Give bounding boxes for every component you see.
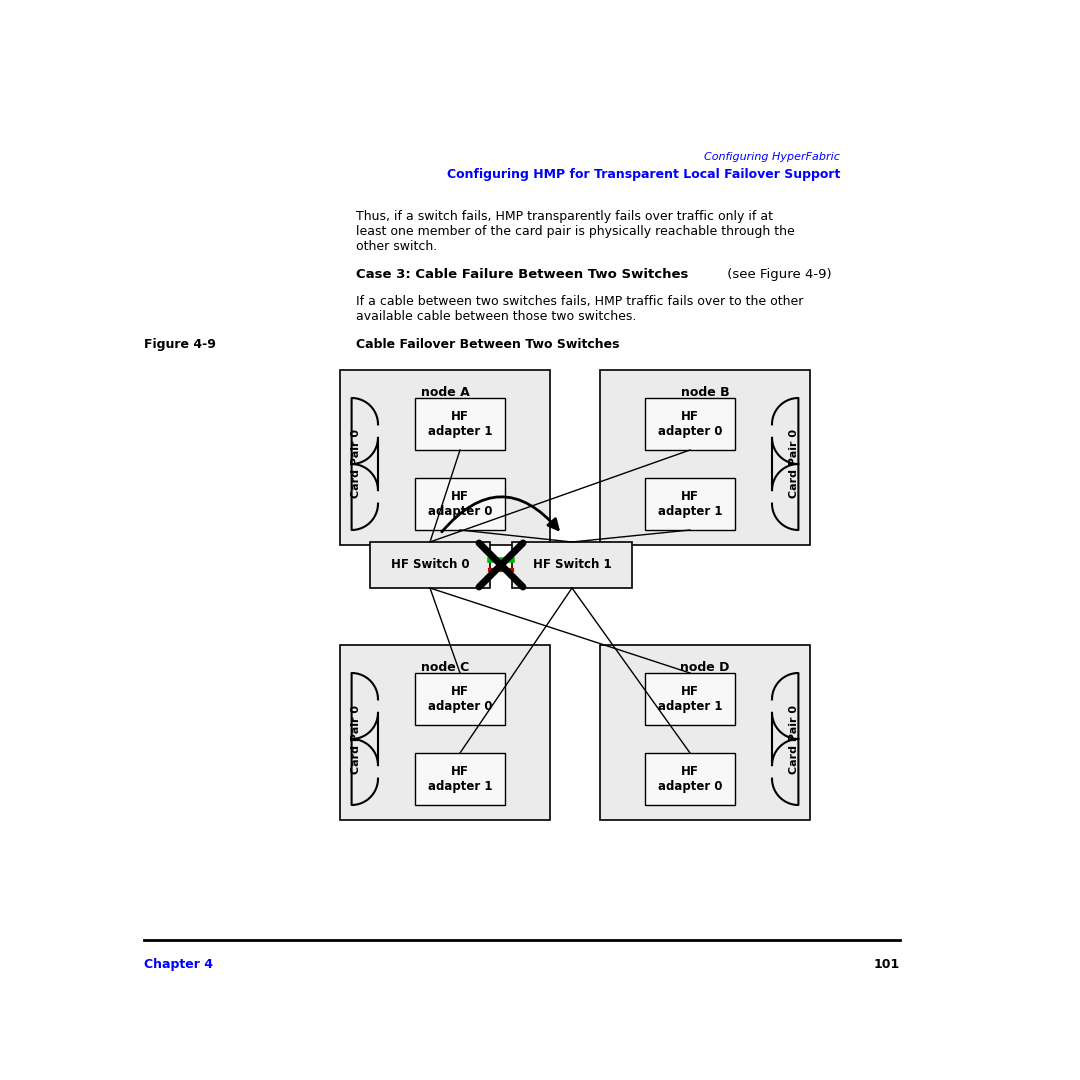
FancyBboxPatch shape: [415, 478, 505, 530]
FancyArrowPatch shape: [442, 497, 558, 531]
Text: Figure 4-9: Figure 4-9: [144, 338, 216, 351]
FancyBboxPatch shape: [415, 399, 505, 450]
Text: HF
adapter 0: HF adapter 0: [428, 685, 492, 713]
FancyBboxPatch shape: [600, 645, 810, 820]
Text: If a cable between two switches fails, HMP traffic fails over to the other
avail: If a cable between two switches fails, H…: [356, 295, 804, 323]
Text: Cable Failover Between Two Switches: Cable Failover Between Two Switches: [356, 338, 620, 351]
Text: node A: node A: [420, 386, 470, 399]
FancyBboxPatch shape: [645, 478, 735, 530]
FancyBboxPatch shape: [340, 645, 550, 820]
Text: HF
adapter 0: HF adapter 0: [658, 410, 723, 438]
Text: Card Pair 0: Card Pair 0: [351, 430, 361, 499]
Text: HF
adapter 0: HF adapter 0: [658, 765, 723, 793]
Text: (see Figure 4-9): (see Figure 4-9): [723, 268, 832, 281]
Text: node D: node D: [680, 661, 730, 674]
Text: HF
adapter 1: HF adapter 1: [658, 685, 723, 713]
Text: HF
adapter 1: HF adapter 1: [658, 490, 723, 518]
Text: Thus, if a switch fails, HMP transparently fails over traffic only if at
least o: Thus, if a switch fails, HMP transparent…: [356, 210, 795, 253]
FancyBboxPatch shape: [340, 370, 550, 545]
FancyBboxPatch shape: [512, 542, 632, 588]
Text: HF
adapter 1: HF adapter 1: [428, 765, 492, 793]
FancyBboxPatch shape: [645, 399, 735, 450]
Text: Chapter 4: Chapter 4: [144, 958, 213, 971]
Text: 101: 101: [874, 958, 900, 971]
Text: HF
adapter 1: HF adapter 1: [428, 410, 492, 438]
Text: node C: node C: [421, 661, 469, 674]
Text: HF Switch 0: HF Switch 0: [391, 558, 470, 571]
Text: Configuring HMP for Transparent Local Failover Support: Configuring HMP for Transparent Local Fa…: [447, 168, 840, 181]
FancyBboxPatch shape: [645, 753, 735, 805]
Text: Card Pair 0: Card Pair 0: [351, 704, 361, 773]
Text: Configuring HyperFabric: Configuring HyperFabric: [704, 152, 840, 162]
Text: Case 3: Cable Failure Between Two Switches: Case 3: Cable Failure Between Two Switch…: [356, 268, 688, 281]
FancyBboxPatch shape: [415, 753, 505, 805]
FancyBboxPatch shape: [600, 370, 810, 545]
Text: node B: node B: [680, 386, 729, 399]
Text: HF
adapter 0: HF adapter 0: [428, 490, 492, 518]
Text: HF Switch 1: HF Switch 1: [532, 558, 611, 571]
FancyBboxPatch shape: [370, 542, 490, 588]
Text: Card Pair 0: Card Pair 0: [789, 704, 799, 773]
Text: Card Pair 0: Card Pair 0: [789, 430, 799, 499]
FancyBboxPatch shape: [645, 673, 735, 725]
FancyBboxPatch shape: [415, 673, 505, 725]
